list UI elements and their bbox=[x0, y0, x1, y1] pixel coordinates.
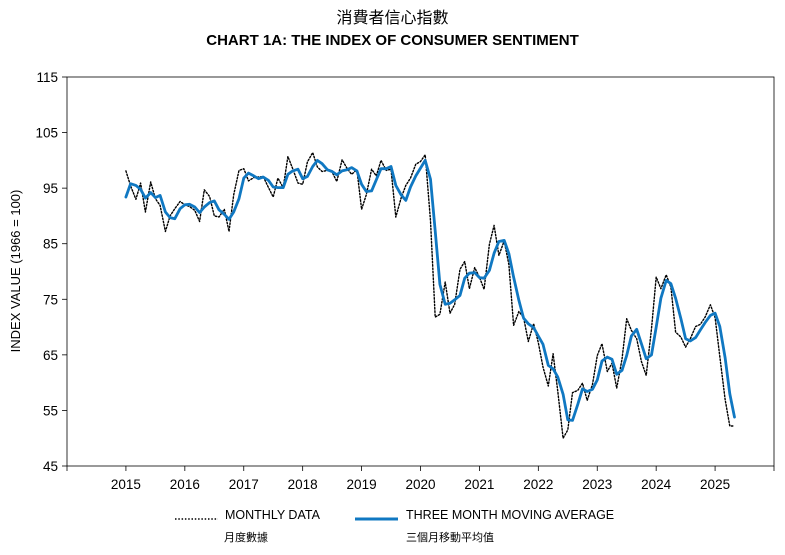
y-tick-label: 105 bbox=[35, 126, 58, 141]
x-tick-label: 2015 bbox=[111, 477, 141, 492]
legend-moving-average-label: THREE MONTH MOVING AVERAGE bbox=[406, 508, 615, 522]
x-tick-label: 2022 bbox=[523, 477, 553, 492]
plot-area bbox=[66, 76, 775, 467]
x-tick-label: 2023 bbox=[582, 477, 612, 492]
series-monthly-data bbox=[125, 151, 736, 439]
legend-monthly-label: MONTHLY DATA bbox=[225, 508, 320, 522]
x-tick-label: 2019 bbox=[347, 477, 377, 492]
x-tick-label: 2021 bbox=[464, 477, 494, 492]
x-tick-label: 2024 bbox=[641, 477, 672, 492]
chart-title: CHART 1A: THE INDEX OF CONSUMER SENTIMEN… bbox=[206, 32, 579, 49]
y-tick-label: 85 bbox=[43, 237, 58, 252]
series-three-month-moving-average bbox=[124, 158, 736, 422]
x-tick-label: 2016 bbox=[170, 477, 200, 492]
y-tick-label: 75 bbox=[43, 292, 58, 307]
y-axis-label: INDEX VALUE (1966 = 100) bbox=[8, 190, 23, 353]
x-tick-label: 2020 bbox=[405, 477, 435, 492]
y-tick-label: 115 bbox=[36, 70, 58, 85]
y-tick-label: 95 bbox=[43, 181, 58, 196]
x-tick-label: 2017 bbox=[229, 477, 259, 492]
legend-monthly-label-cn: 月度數據 bbox=[224, 531, 268, 544]
y-tick-label: 55 bbox=[43, 403, 58, 418]
x-tick-label: 2025 bbox=[700, 477, 730, 492]
legend-moving-average-label-cn: 三個月移動平均值 bbox=[406, 531, 494, 544]
chart-title-chinese: 消費者信心指數 bbox=[336, 8, 449, 27]
y-tick-label: 65 bbox=[43, 348, 58, 363]
y-tick-label: 45 bbox=[43, 459, 58, 474]
x-tick-label: 2018 bbox=[288, 477, 318, 492]
